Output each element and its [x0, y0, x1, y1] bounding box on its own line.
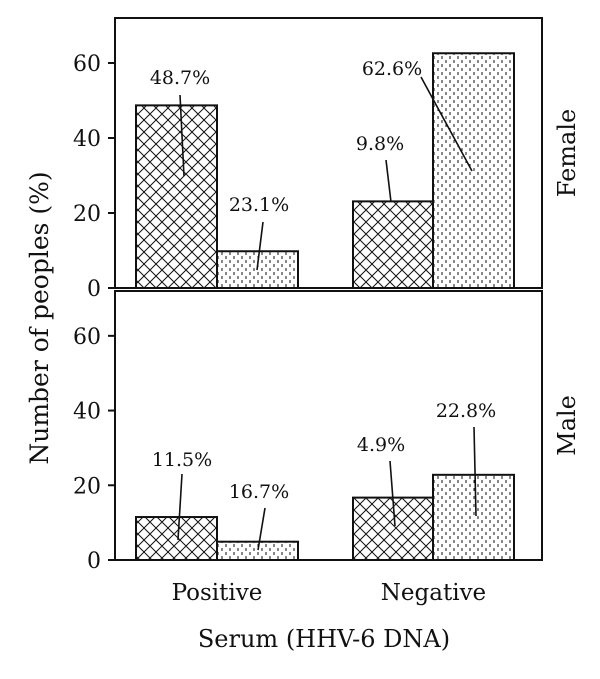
bar-female-positive-crosshatch: [135, 104, 218, 289]
panel-male: 0 20 40 60 11.5% 16.7% 4.9% 22.8% Male: [73, 290, 581, 574]
panel-label: Male: [553, 395, 581, 456]
x-tick-label: Negative: [381, 580, 486, 606]
panel-frame: [114, 17, 543, 289]
panel-female: 0 20 40 60 48.7% 23.1% 9.8% 62.6% Female: [73, 17, 581, 302]
y-tick-label: 0: [87, 277, 101, 302]
leader-line: [420, 76, 473, 172]
leader-line: [257, 507, 266, 551]
leader-line: [389, 460, 396, 527]
data-label: 4.9%: [357, 434, 405, 456]
leader-line: [177, 473, 183, 541]
y-tick-label: 20: [73, 474, 101, 499]
bar-male-positive-dashed-vertical: [216, 540, 299, 561]
leader-line: [256, 221, 264, 271]
leader-line: [179, 94, 185, 177]
data-label: 48.7%: [150, 67, 210, 89]
data-label: 62.6%: [362, 58, 422, 80]
panel-label: Female: [553, 109, 581, 198]
panel-frame: [114, 290, 543, 561]
y-tick-label: 60: [73, 52, 101, 77]
y-tick-label: 40: [73, 400, 101, 425]
y-tick-label: 0: [87, 549, 101, 574]
bar-male-positive-crosshatch: [135, 516, 218, 562]
leader-line: [385, 159, 392, 203]
data-label: 22.8%: [436, 400, 496, 422]
y-tick-label: 60: [73, 325, 101, 350]
y-tick-label: 40: [73, 127, 101, 152]
data-label: 11.5%: [152, 449, 212, 471]
data-label: 16.7%: [229, 481, 289, 503]
data-label: 9.8%: [356, 133, 404, 155]
x-tick-label: Positive: [172, 580, 263, 606]
x-axis-label: Serum (HHV-6 DNA): [198, 625, 450, 653]
bar-female-negative-crosshatch: [352, 200, 435, 289]
data-label: 23.1%: [229, 194, 289, 216]
bar-female-negative-dashed-vertical: [432, 52, 515, 289]
y-axis-label: Number of peoples (%): [25, 171, 54, 464]
bar-male-negative-dashed-vertical: [432, 473, 515, 562]
y-tick-label: 20: [73, 202, 101, 227]
panels-layer: 0 20 40 60 48.7% 23.1% 9.8% 62.6% Female 0 20 40 60 1…: [73, 17, 581, 606]
leader-line: [473, 426, 477, 517]
